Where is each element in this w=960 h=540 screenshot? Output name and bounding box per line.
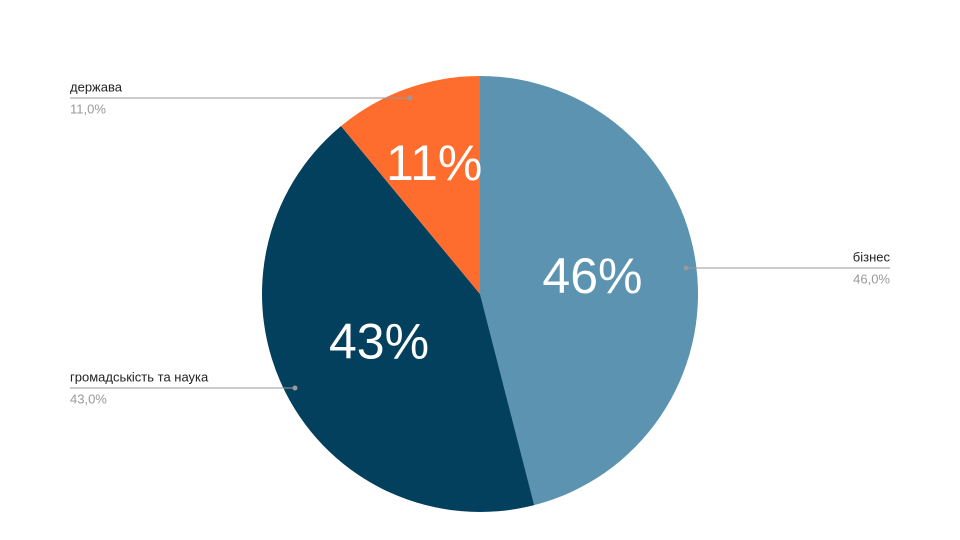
slice-label: 43% bbox=[329, 314, 429, 370]
pie-slice bbox=[480, 76, 698, 506]
legend-percent: 11,0% bbox=[70, 101, 106, 116]
legend-label: держава bbox=[70, 79, 123, 94]
leader-dot bbox=[683, 265, 689, 271]
leader-dot bbox=[292, 385, 298, 391]
slice-label: 11% bbox=[386, 135, 482, 191]
legend-label: громадськість та наука bbox=[70, 369, 209, 384]
pie-slice bbox=[262, 126, 535, 512]
leader-dot bbox=[407, 95, 413, 101]
slice-label: 46% bbox=[542, 248, 642, 304]
legend-percent: 46,0% bbox=[853, 271, 890, 286]
legend-label: бізнес bbox=[853, 249, 891, 264]
pie-slice bbox=[341, 76, 480, 294]
legend-percent: 43,0% bbox=[70, 391, 107, 406]
